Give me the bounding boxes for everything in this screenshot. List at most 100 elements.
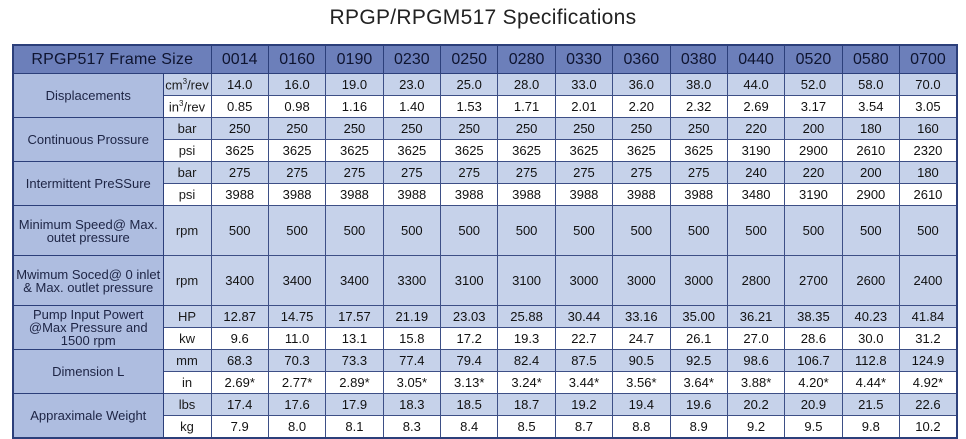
unit-label: psi xyxy=(162,139,212,162)
table-header-row: RPGP517 Frame Size 0014 0160 0190 0230 0250 0… xyxy=(12,44,958,74)
value-cell: 14.0 xyxy=(210,73,269,96)
value-cell: 0.98 xyxy=(267,95,327,118)
value-cell: 500 xyxy=(784,205,843,256)
value-cell: 1.53 xyxy=(440,95,499,118)
value-cell: 28.0 xyxy=(497,73,556,96)
unit-base: lbs xyxy=(178,397,196,412)
unit-label: lbs xyxy=(162,393,212,416)
frame-size-0440: 0440 xyxy=(726,44,786,74)
value-cell: 200 xyxy=(784,117,843,140)
value-cell: 500 xyxy=(267,205,327,256)
value-cell: 38.35 xyxy=(784,305,843,328)
value-cell: 90.5 xyxy=(612,349,671,372)
value-cell: 25.0 xyxy=(440,73,499,96)
value-cell: 220 xyxy=(784,161,843,184)
value-cell: 33.16 xyxy=(612,305,671,328)
value-cell: 8.7 xyxy=(554,415,614,438)
value-cell: 275 xyxy=(669,161,728,184)
value-cell: 275 xyxy=(612,161,671,184)
value-cell: 8.0 xyxy=(267,415,327,438)
value-cell: 240 xyxy=(726,161,786,184)
unit-label: rpm xyxy=(162,255,212,306)
value-cell: 22.7 xyxy=(554,327,614,350)
value-cell: 3190 xyxy=(726,139,786,162)
value-cell: 27.0 xyxy=(726,327,786,350)
value-cell: 17.6 xyxy=(267,393,327,416)
value-cell: 112.8 xyxy=(841,349,901,372)
value-cell: 73.3 xyxy=(325,349,384,372)
value-cell: 40.23 xyxy=(841,305,901,328)
value-cell: 17.4 xyxy=(210,393,269,416)
unit-label: HP xyxy=(162,305,212,328)
value-cell: 24.7 xyxy=(612,327,671,350)
value-cell: 4.20* xyxy=(784,371,843,394)
value-cell: 106.7 xyxy=(784,349,843,372)
value-cell: 44.0 xyxy=(726,73,786,96)
value-cell: 15.8 xyxy=(382,327,442,350)
value-cell: 2320 xyxy=(899,139,958,162)
value-cell: 124.9 xyxy=(899,349,958,372)
value-cell: 275 xyxy=(325,161,384,184)
value-cell: 1.16 xyxy=(325,95,384,118)
unit-base: cm xyxy=(165,77,183,93)
unit-base: rpm xyxy=(175,273,199,288)
frame-size-0230: 0230 xyxy=(382,44,442,74)
value-cell: 3.44* xyxy=(554,371,614,394)
value-cell: 2.01 xyxy=(554,95,614,118)
value-cell: 70.0 xyxy=(899,73,958,96)
value-cell: 8.9 xyxy=(669,415,728,438)
value-cell: 500 xyxy=(497,205,556,256)
value-cell: 180 xyxy=(841,117,901,140)
specifications-table: RPGP517 Frame Size 0014 0160 0190 0230 0250 0… xyxy=(12,44,958,439)
value-cell: 7.9 xyxy=(210,415,269,438)
value-cell: 17.57 xyxy=(325,305,384,328)
value-cell: 19.4 xyxy=(612,393,671,416)
parameter-label: Displacements xyxy=(12,73,164,118)
value-cell: 250 xyxy=(669,117,728,140)
value-cell: 500 xyxy=(382,205,442,256)
value-cell: 82.4 xyxy=(497,349,556,372)
value-cell: 3625 xyxy=(267,139,327,162)
value-cell: 2.69 xyxy=(726,95,786,118)
value-cell: 500 xyxy=(669,205,728,256)
value-cell: 19.3 xyxy=(497,327,556,350)
value-cell: 3.64* xyxy=(669,371,728,394)
value-cell: 77.4 xyxy=(382,349,442,372)
value-cell: 21.5 xyxy=(841,393,901,416)
value-cell: 3988 xyxy=(497,183,556,206)
table-row: Displacements cm3/rev 14.0 16.0 19.0 23.0 25.0… xyxy=(12,73,958,118)
table-row: psi 3625 3625 3625 3625 3625 3625 3625 3625 3625 3… xyxy=(13,139,958,162)
value-cell: 250 xyxy=(267,117,327,140)
value-cell: 8.3 xyxy=(382,415,442,438)
value-cell: 3625 xyxy=(497,139,556,162)
value-cell: 8.1 xyxy=(325,415,384,438)
value-cell: 26.1 xyxy=(669,327,728,350)
unit-suffix: /rev xyxy=(187,77,209,93)
unit-base: in xyxy=(181,375,193,390)
value-cell: 200 xyxy=(841,161,901,184)
value-cell: 35.00 xyxy=(669,305,728,328)
value-cell: 17.9 xyxy=(325,393,384,416)
unit-base: HP xyxy=(177,309,197,324)
table-row: Minimum Speed@ Max. outet pressure rpm 500… xyxy=(12,205,958,256)
unit-base: kg xyxy=(180,418,194,434)
value-cell: 52.0 xyxy=(784,73,843,96)
table-row: Intermittent PreSSure bar 275 275 275 275 275 2… xyxy=(12,161,958,206)
value-cell: 500 xyxy=(841,205,901,256)
value-cell: 8.5 xyxy=(497,415,556,438)
table-row: Pump Input Powert @Max Pressure and 1500… xyxy=(12,305,958,350)
frame-size-0700: 0700 xyxy=(899,44,958,74)
value-cell: 500 xyxy=(899,205,958,256)
parameter-label: Pump Input Powert @Max Pressure and 1500… xyxy=(12,305,164,350)
value-cell: 23.03 xyxy=(440,305,499,328)
value-cell: 2.20 xyxy=(612,95,671,118)
value-cell: 2800 xyxy=(726,255,786,306)
value-cell: 3100 xyxy=(497,255,556,306)
parameter-label: Mwimum Soced@ 0 inlet & Max. outlet pres… xyxy=(12,255,164,306)
table-row: Appraximale Weight lbs 17.4 17.6 17.9 18.3 18.… xyxy=(12,393,958,438)
unit-superscript: 3 xyxy=(179,98,184,108)
value-cell: 25.88 xyxy=(497,305,556,328)
value-cell: 2700 xyxy=(784,255,843,306)
value-cell: 275 xyxy=(440,161,499,184)
value-cell: 20.9 xyxy=(784,393,843,416)
